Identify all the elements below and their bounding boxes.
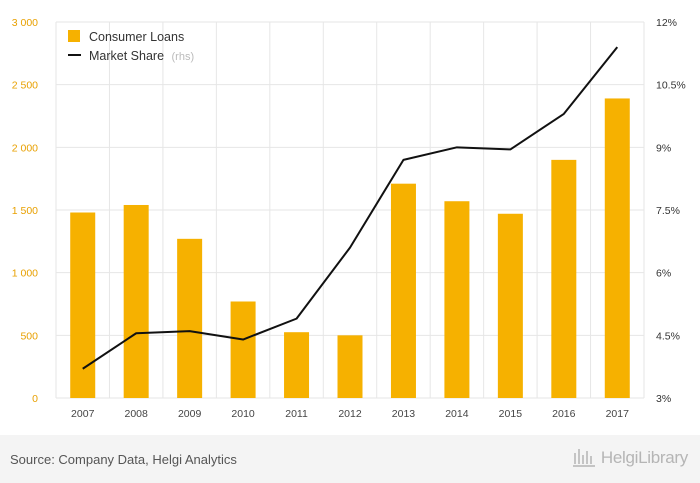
legend-label-line-name: Market Share (89, 49, 164, 63)
left-axis: 0 500 1 000 1 500 2 000 2 500 3 000 (12, 17, 38, 405)
y-right-tick-label: 3% (656, 393, 671, 405)
chart: 0 500 1 000 1 500 2 000 2 500 3 000 3% 4.5% 6% 7.… (12, 17, 686, 420)
y-left-tick-label: 3 000 (12, 17, 38, 29)
legend-swatch-bar (68, 30, 80, 42)
y-right-tick-label: 10.5% (656, 80, 686, 92)
y-right-tick-label: 6% (656, 268, 671, 280)
y-left-tick-label: 0 (32, 393, 38, 405)
y-left-tick-label: 1 500 (12, 205, 38, 217)
bar-2012 (337, 335, 363, 398)
logo-text: HelgiLibrary (600, 448, 688, 467)
bar-2016 (551, 159, 577, 398)
y-right-tick-label: 7.5% (656, 205, 680, 217)
legend-label-bar: Consumer Loans (89, 30, 184, 44)
gridlines (55, 21, 645, 399)
x-tick-label: 2014 (445, 408, 469, 420)
y-right-tick-label: 9% (656, 142, 671, 154)
y-right-tick-label: 4.5% (656, 330, 680, 342)
helgi-library-logo: HelgiLibrary (571, 447, 688, 469)
y-left-tick-label: 2 500 (12, 80, 38, 92)
x-tick-label: 2012 (338, 408, 362, 420)
x-tick-label: 2008 (125, 408, 149, 420)
line-series (82, 46, 619, 370)
x-tick-label: 2017 (606, 408, 630, 420)
x-tick-label: 2013 (392, 408, 416, 420)
bar-2015 (497, 213, 523, 398)
x-tick-label: 2011 (285, 408, 308, 420)
x-tick-label: 2009 (178, 408, 202, 420)
bar-2010 (230, 301, 256, 398)
bar-2007 (70, 212, 96, 398)
footer: Source: Company Data, Helgi Analytics He… (0, 435, 700, 483)
y-left-tick-label: 500 (20, 330, 38, 342)
y-left-tick-label: 2 000 (12, 142, 38, 154)
x-axis: 2007 2008 2009 2010 2011 2012 2013 2014 2015 2016… (71, 408, 629, 420)
legend: Consumer Loans Market Share (rhs) (68, 30, 194, 63)
bar-2008 (123, 204, 149, 398)
x-tick-label: 2016 (552, 408, 576, 420)
bar-series (70, 98, 630, 398)
bar-2009 (177, 238, 203, 398)
y-right-tick-label: 12% (656, 17, 677, 29)
bar-2017 (604, 98, 630, 398)
x-tick-label: 2010 (231, 408, 255, 420)
x-tick-label: 2007 (71, 408, 95, 420)
bar-2014 (444, 201, 470, 398)
library-building-icon (572, 449, 595, 467)
bar-2013 (390, 183, 416, 398)
legend-label-line: Market Share (rhs) (89, 49, 194, 63)
source-text: Source: Company Data, Helgi Analytics (10, 452, 237, 467)
legend-label-line-note: (rhs) (172, 51, 195, 63)
x-tick-label: 2015 (499, 408, 523, 420)
bar-2011 (284, 332, 310, 398)
y-left-tick-label: 1 000 (12, 268, 38, 280)
right-axis: 3% 4.5% 6% 7.5% 9% 10.5% 12% (656, 17, 686, 405)
